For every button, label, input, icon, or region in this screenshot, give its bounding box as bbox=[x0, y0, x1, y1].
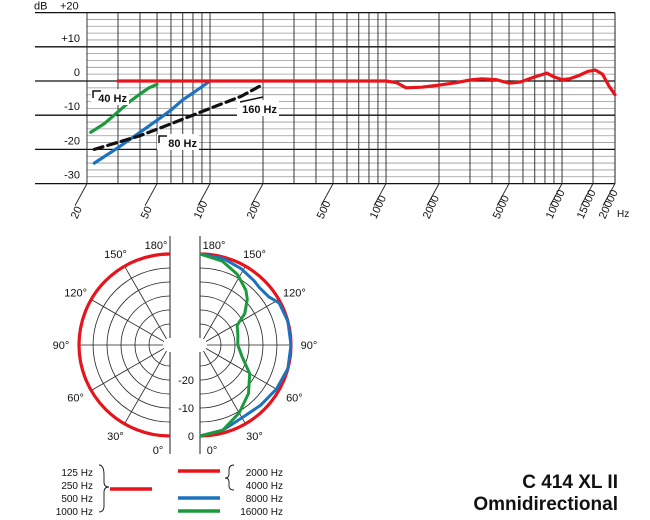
x-tick-mark bbox=[250, 183, 264, 206]
annotation-box bbox=[91, 89, 129, 105]
annotation-bracket bbox=[92, 90, 101, 98]
polar-spoke bbox=[199, 265, 246, 346]
y-tick-label: -20 bbox=[64, 135, 80, 147]
polar-angle-label: 0° bbox=[207, 445, 218, 457]
annotation-label: 160 Hz bbox=[242, 104, 277, 116]
polar-angle-label: 120° bbox=[283, 288, 306, 300]
legend-label: 250 Hz bbox=[61, 481, 93, 492]
x-tick-label: 200 bbox=[245, 199, 264, 221]
polar-spoke bbox=[199, 344, 280, 391]
annotation-label: 80 Hz bbox=[168, 138, 197, 150]
x-tick-mark bbox=[549, 183, 563, 206]
polar-angle-label: 30° bbox=[246, 431, 263, 443]
x-tick-label: 20 bbox=[69, 205, 85, 221]
polar-angle-label: 60° bbox=[67, 393, 84, 405]
polar-radial-label: 0 bbox=[188, 431, 194, 443]
polar-radial-label: -20 bbox=[178, 375, 194, 387]
annotation-bracket bbox=[239, 96, 264, 103]
legend-label: 125 Hz bbox=[61, 468, 93, 479]
x-tick-label: 100 bbox=[192, 199, 211, 221]
y-tick-label: +20 bbox=[60, 1, 79, 13]
x-tick-label: 15000 bbox=[575, 188, 599, 221]
x-tick-mark bbox=[426, 183, 440, 206]
polar-center bbox=[193, 338, 207, 352]
legend-label: 1000 Hz bbox=[56, 507, 93, 518]
x-tick-label: 10000 bbox=[544, 188, 568, 221]
y-tick-label: 0 bbox=[74, 67, 80, 79]
series-line-160-hz bbox=[92, 82, 265, 151]
polar-series-16000-hz bbox=[199, 252, 252, 438]
x-tick-mark bbox=[373, 183, 387, 206]
polar-angle-label: 150° bbox=[104, 249, 127, 261]
series-line-response bbox=[116, 68, 617, 97]
polar-angle-label: 90° bbox=[53, 340, 70, 352]
legend-brace bbox=[98, 464, 110, 513]
x-tick-mark bbox=[496, 183, 510, 206]
y-tick-label: +10 bbox=[61, 33, 80, 45]
polar-spoke bbox=[199, 344, 246, 425]
polar-angle-label: 120° bbox=[64, 288, 87, 300]
legend-label: 4000 Hz bbox=[246, 481, 283, 492]
annotation-box bbox=[157, 134, 199, 150]
frequency-response-chart: +20 +10 0 -10 -20 -30 dB 20 50 100 200 500 1000 2000 5… bbox=[34, 1, 629, 221]
annotation-box bbox=[237, 100, 279, 116]
legend-label: 2000 Hz bbox=[246, 468, 283, 479]
x-tick-label: 5000 bbox=[491, 194, 512, 221]
polar-center bbox=[163, 338, 177, 352]
x-tick-mark bbox=[74, 183, 88, 206]
polar-series-low-freq bbox=[77, 252, 171, 438]
legend-label: 16000 Hz bbox=[240, 507, 283, 518]
polar-angle-label: 90° bbox=[301, 340, 318, 352]
polar-angle-label: 60° bbox=[286, 393, 303, 405]
polar-radial-label: -10 bbox=[178, 403, 194, 415]
pattern-name: Omnidirectional bbox=[473, 494, 618, 515]
x-tick-mark bbox=[197, 183, 211, 206]
polar-spoke bbox=[90, 344, 171, 391]
annotation-bracket bbox=[158, 135, 167, 143]
x-axis-label: Hz bbox=[617, 209, 629, 220]
x-tick-label: 500 bbox=[315, 199, 334, 221]
x-tick-label: 2000 bbox=[421, 194, 442, 221]
y-tick-label: -30 bbox=[64, 170, 80, 182]
x-tick-label: 1000 bbox=[368, 194, 389, 221]
polar-pattern-chart: 180° 150° 120° 90° 60° 30° 0° 180° 150° 120° 90° 60… bbox=[53, 236, 318, 457]
x-tick-mark bbox=[320, 183, 334, 206]
polar-spoke bbox=[124, 265, 171, 346]
polar-angle-label: 30° bbox=[107, 431, 124, 443]
y-tick-label: -10 bbox=[64, 101, 80, 113]
legend-brace bbox=[224, 464, 235, 491]
polar-angle-label: 0° bbox=[153, 445, 164, 457]
legend-label: 8000 Hz bbox=[246, 494, 283, 505]
x-tick-mark bbox=[602, 183, 616, 206]
legend: 125 Hz 250 Hz 500 Hz 1000 Hz 2000 Hz 4000 Hz 8… bbox=[56, 464, 283, 518]
polar-spoke bbox=[90, 299, 171, 346]
x-tick-mark bbox=[580, 183, 594, 206]
polar-series-8000-hz bbox=[199, 252, 293, 438]
annotation-label: 40 Hz bbox=[98, 93, 127, 105]
series-line-40-hz bbox=[89, 82, 159, 134]
series-line-80-hz bbox=[92, 79, 212, 165]
x-tick-label: 50 bbox=[139, 205, 155, 221]
polar-angle-label: 180° bbox=[203, 240, 226, 252]
polar-angle-label: 150° bbox=[243, 249, 266, 261]
x-tick-mark bbox=[144, 183, 158, 206]
model-name: C 414 XL II bbox=[522, 472, 618, 493]
polar-spoke bbox=[124, 344, 171, 425]
legend-label: 500 Hz bbox=[61, 494, 93, 505]
polar-angle-label: 180° bbox=[145, 240, 168, 252]
y-axis-label: dB bbox=[34, 1, 47, 13]
